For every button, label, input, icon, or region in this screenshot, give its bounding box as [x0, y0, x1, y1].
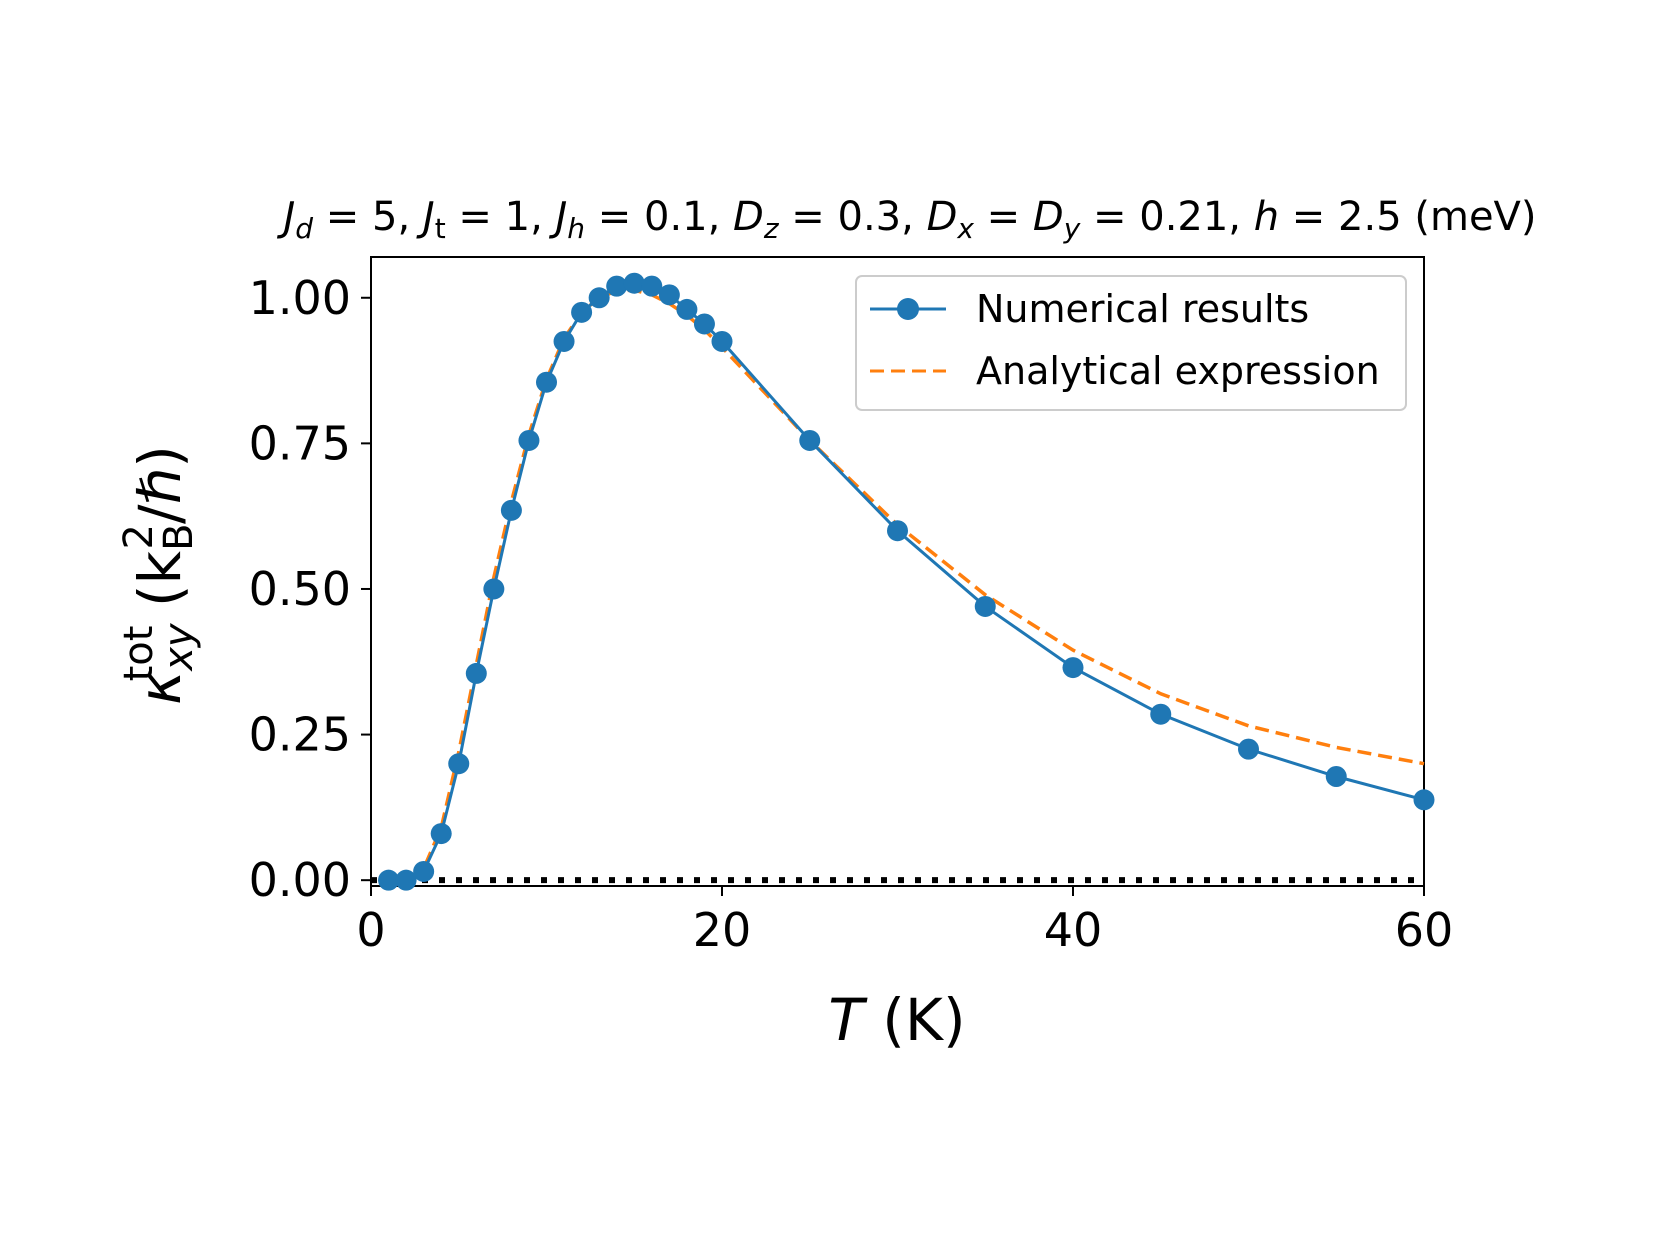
y-tick-label: 1.00	[249, 271, 351, 325]
data-point-numerical	[799, 429, 821, 451]
legend-label-analytical: Analytical expression	[976, 349, 1380, 393]
x-tick-label: 0	[356, 903, 385, 957]
x-axis-label: T (K)	[828, 986, 965, 1054]
data-point-numerical	[588, 287, 610, 309]
data-point-numerical	[571, 301, 593, 323]
x-tick-label: 20	[693, 903, 752, 957]
data-point-numerical	[1325, 766, 1347, 788]
data-point-numerical	[500, 499, 522, 521]
y-tick-label: 0.25	[249, 708, 351, 762]
data-point-numerical	[1062, 657, 1084, 679]
plot-area-frame	[370, 256, 1425, 887]
data-point-numerical	[378, 869, 400, 891]
x-tick-label: 60	[1395, 903, 1454, 957]
data-point-numerical	[465, 662, 487, 684]
data-point-numerical	[641, 275, 663, 297]
series-analytical-line	[388, 288, 1425, 882]
data-point-numerical	[430, 823, 452, 845]
y-tick-label: 0.75	[249, 416, 351, 470]
data-point-numerical	[658, 284, 680, 306]
data-point-numerical	[553, 330, 575, 352]
data-point-numerical	[974, 595, 996, 617]
y-tick-label: 0.00	[249, 853, 351, 907]
data-point-numerical	[711, 330, 733, 352]
data-point-numerical	[693, 313, 715, 335]
legend-label-numerical: Numerical results	[976, 287, 1309, 331]
y-tick-label: 0.50	[249, 562, 351, 616]
chart-title: Jd = 5, Jt = 1, Jh = 0.1, Dz = 0.3, Dx =…	[276, 194, 1536, 245]
y-axis: 0.00 0.25 0.50 0.75 1.00	[249, 271, 371, 907]
data-point-numerical	[1413, 789, 1435, 811]
legend-marker-numerical	[897, 298, 919, 320]
data-point-numerical	[448, 753, 470, 775]
legend-frame	[855, 275, 1407, 411]
data-point-numerical	[623, 272, 645, 294]
data-point-numerical	[676, 298, 698, 320]
data-point-numerical	[395, 869, 417, 891]
data-point-numerical	[413, 860, 435, 882]
y-axis-label: κxytot (kB2/ℏ)	[116, 445, 202, 705]
plot-content	[371, 272, 1435, 891]
data-point-numerical	[536, 371, 557, 393]
x-tick-label: 40	[1044, 903, 1103, 957]
data-point-numerical	[1150, 703, 1172, 725]
legend: Numerical results Analytical expression	[855, 275, 1407, 411]
data-point-numerical	[606, 275, 628, 297]
data-point-numerical	[518, 429, 540, 451]
x-axis: 0 20 40 60	[356, 886, 1453, 957]
data-point-numerical	[1238, 738, 1259, 760]
data-point-numerical	[483, 578, 505, 600]
data-point-numerical	[887, 520, 908, 542]
